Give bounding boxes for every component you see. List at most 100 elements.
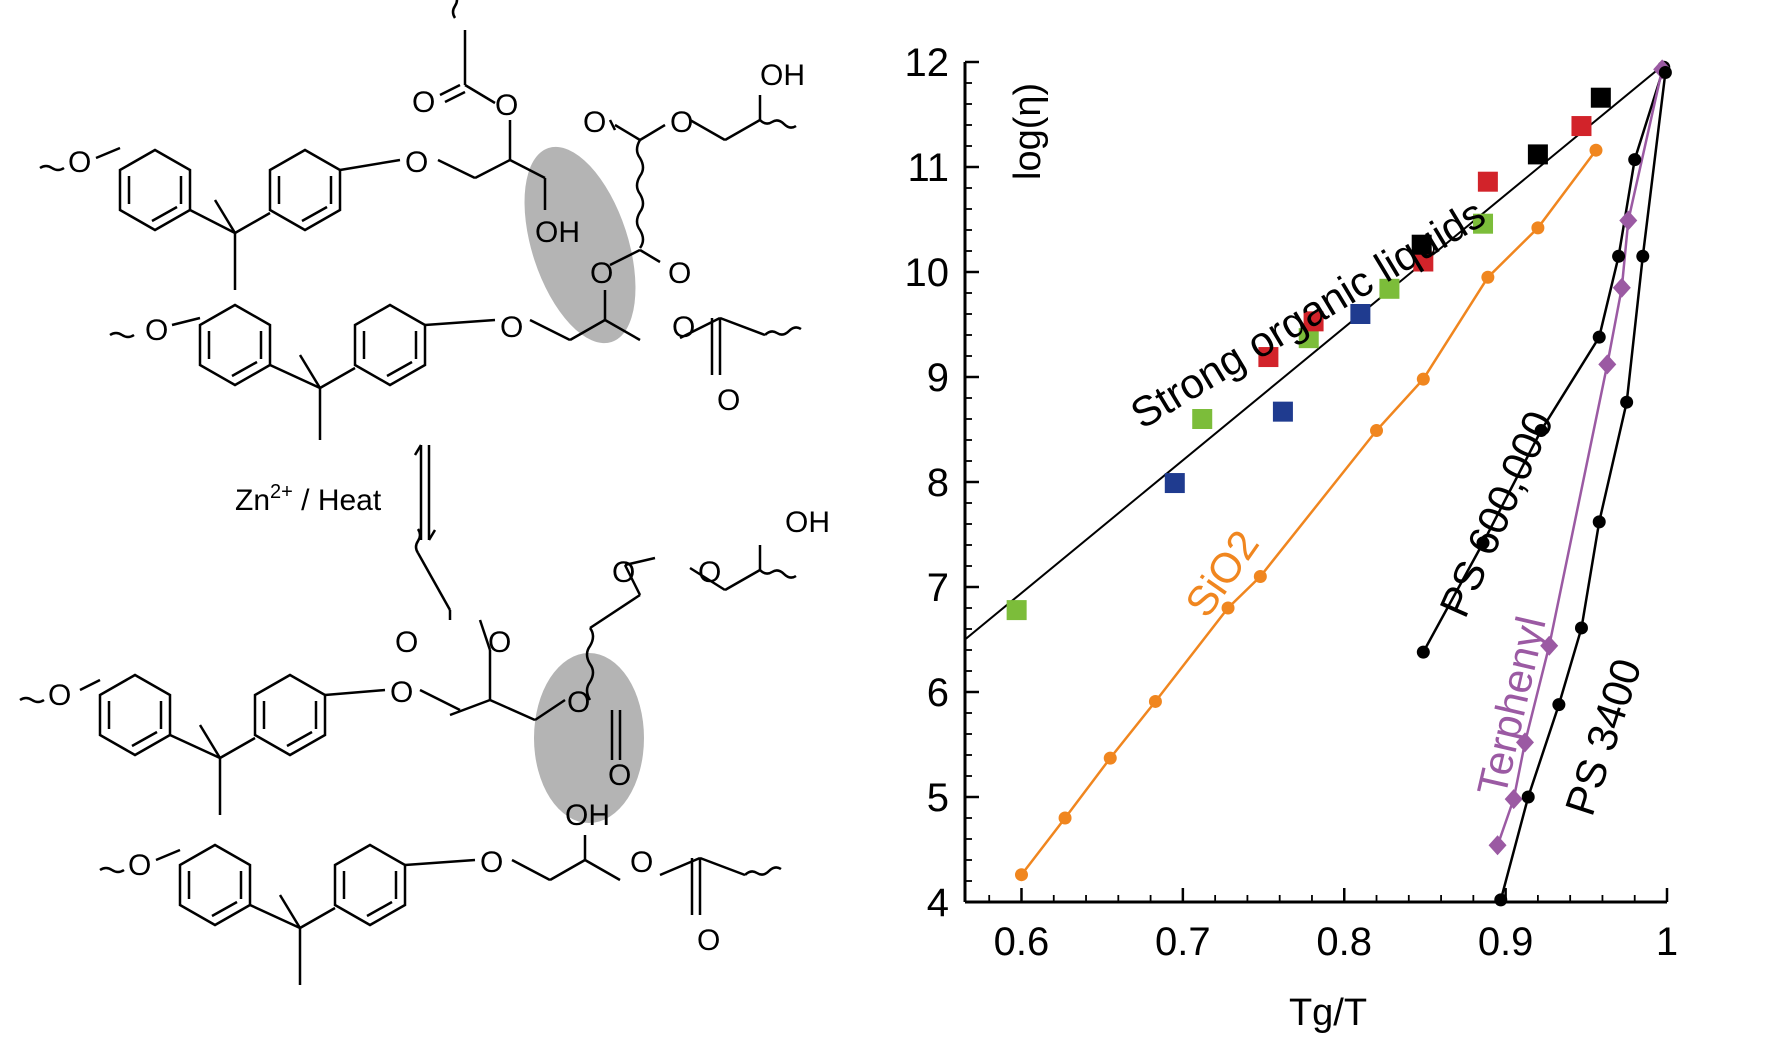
atom-label-o: O (567, 686, 590, 719)
atom-label-o: O (495, 89, 518, 122)
data-point-square (1303, 311, 1324, 332)
series-line (1499, 72, 1667, 901)
atom-label-oh: OH (785, 506, 830, 539)
data-point-circle (1612, 249, 1626, 263)
data-point-square (1413, 251, 1434, 272)
data-point-diamond (1619, 210, 1638, 231)
atom-label-o: O (488, 626, 511, 659)
arrow-label: Zn2+ / Heat (235, 481, 382, 517)
atom-label-o: O (583, 106, 606, 139)
x-tick-label: 0.7 (1155, 920, 1211, 964)
y-tick-label: 12 (905, 41, 950, 85)
atom-label-o: O (698, 556, 721, 589)
atom-label-o: O (500, 311, 523, 344)
data-point-circle (1592, 330, 1606, 344)
series-label-ps-600000: PS 600,000 (1430, 404, 1562, 624)
data-point-circle (1221, 601, 1235, 615)
series-label-terphenyl: Terphenyl (1468, 612, 1555, 800)
y-tick-label: 5 (927, 776, 949, 820)
viscosity-chart: 4 5 6 7 8 9 10 11 12 0.6 0.7 0.8 0.9 1 log(η) Tg/T St… (905, 41, 1679, 1034)
data-point-diamond (1612, 277, 1631, 298)
x-tick-label: 1 (1656, 920, 1678, 964)
atom-label-o: O (68, 146, 91, 179)
data-point-square (1192, 409, 1213, 429)
data-point-circle (1589, 143, 1603, 157)
atom-label-o: O (668, 257, 691, 290)
data-point-circle (1628, 153, 1642, 167)
data-point-circle (1531, 221, 1545, 235)
data-point-square (1350, 304, 1371, 324)
data-point-circle (1494, 893, 1508, 907)
data-point-diamond (1488, 835, 1507, 856)
atom-label-o: O (717, 384, 740, 417)
data-point-circle (1014, 868, 1028, 882)
x-tick-label: 0.9 (1478, 920, 1534, 964)
series-label-sio2: SiO2 (1176, 522, 1268, 625)
data-point-square (1590, 87, 1611, 108)
data-point-circle (1416, 645, 1430, 659)
atom-label-o: O (412, 86, 435, 119)
data-point-square (1272, 401, 1293, 422)
data-point-diamond (1515, 732, 1534, 753)
data-point-circle (1636, 249, 1650, 263)
data-point-circle (1253, 570, 1267, 583)
y-tick-label: 6 (927, 671, 949, 715)
data-point-square (1006, 600, 1027, 621)
chart-labels: log(η) Tg/T Strong organic liquids SiO2 … (1007, 83, 1650, 1034)
data-point-circle (1534, 424, 1548, 438)
atom-label-o: O (590, 257, 613, 290)
atom-label-o: O (405, 146, 428, 179)
atom-label-o: O (128, 849, 151, 882)
atom-label-oh: OH (535, 216, 580, 249)
atom-label-o: O (145, 314, 168, 347)
chart-fit-lines (964, 61, 1668, 901)
data-point-circle (1552, 698, 1566, 712)
data-point-circle (1481, 270, 1495, 284)
atom-label-oh: OH (565, 799, 610, 832)
y-tick-label: 10 (905, 251, 950, 295)
data-point-circle (1574, 621, 1588, 635)
data-point-circle (1476, 536, 1490, 550)
y-tick-label: 9 (927, 356, 949, 400)
data-point-square (1298, 328, 1319, 349)
data-point-circle (1103, 751, 1117, 765)
chart-axes: 4 5 6 7 8 9 10 11 12 0.6 0.7 0.8 0.9 1 (905, 41, 1679, 964)
x-tick-label: 0.6 (994, 920, 1050, 964)
data-point-square (1571, 116, 1592, 137)
data-point-circle (1058, 811, 1072, 825)
atom-label-o: O (630, 846, 653, 879)
fit-line-strong-organic-liquids (964, 61, 1668, 641)
atom-label-o: O (670, 106, 693, 139)
data-point-circle (1370, 424, 1384, 438)
atom-label-o: O (480, 846, 503, 879)
y-tick-label: 11 (907, 146, 949, 190)
data-point-circle (1521, 790, 1535, 804)
data-point-square (1411, 234, 1432, 255)
atom-label-o: O (672, 311, 695, 344)
atom-label-o: O (390, 676, 413, 709)
y-axis-label: log(η) (1007, 83, 1049, 180)
atom-label-o: O (48, 679, 71, 712)
chart-markers (1006, 59, 1672, 907)
data-point-diamond (1540, 635, 1559, 656)
x-tick-label: 0.8 (1316, 920, 1372, 964)
data-point-square (1477, 171, 1498, 192)
atom-label-o: O (608, 759, 631, 792)
series-label-ps-3400: PS 3400 (1556, 653, 1650, 821)
data-point-square (1473, 213, 1494, 234)
data-point-circle (1416, 372, 1430, 386)
data-point-circle (1658, 66, 1672, 79)
x-axis-label: Tg/T (1289, 992, 1367, 1034)
data-point-circle (1620, 395, 1634, 409)
data-point-circle (1148, 694, 1162, 708)
series-line (1496, 69, 1664, 846)
y-tick-label: 8 (927, 461, 949, 505)
data-point-diamond (1598, 354, 1617, 375)
atom-label-oh: OH (760, 59, 805, 92)
y-tick-label: 7 (927, 566, 949, 610)
data-point-square (1164, 473, 1185, 494)
data-point-circle (1592, 515, 1606, 529)
y-tick-label: 4 (927, 881, 949, 925)
series-label-strong-organic-liquids: Strong organic liquids (1122, 189, 1492, 437)
data-point-square (1379, 278, 1400, 299)
